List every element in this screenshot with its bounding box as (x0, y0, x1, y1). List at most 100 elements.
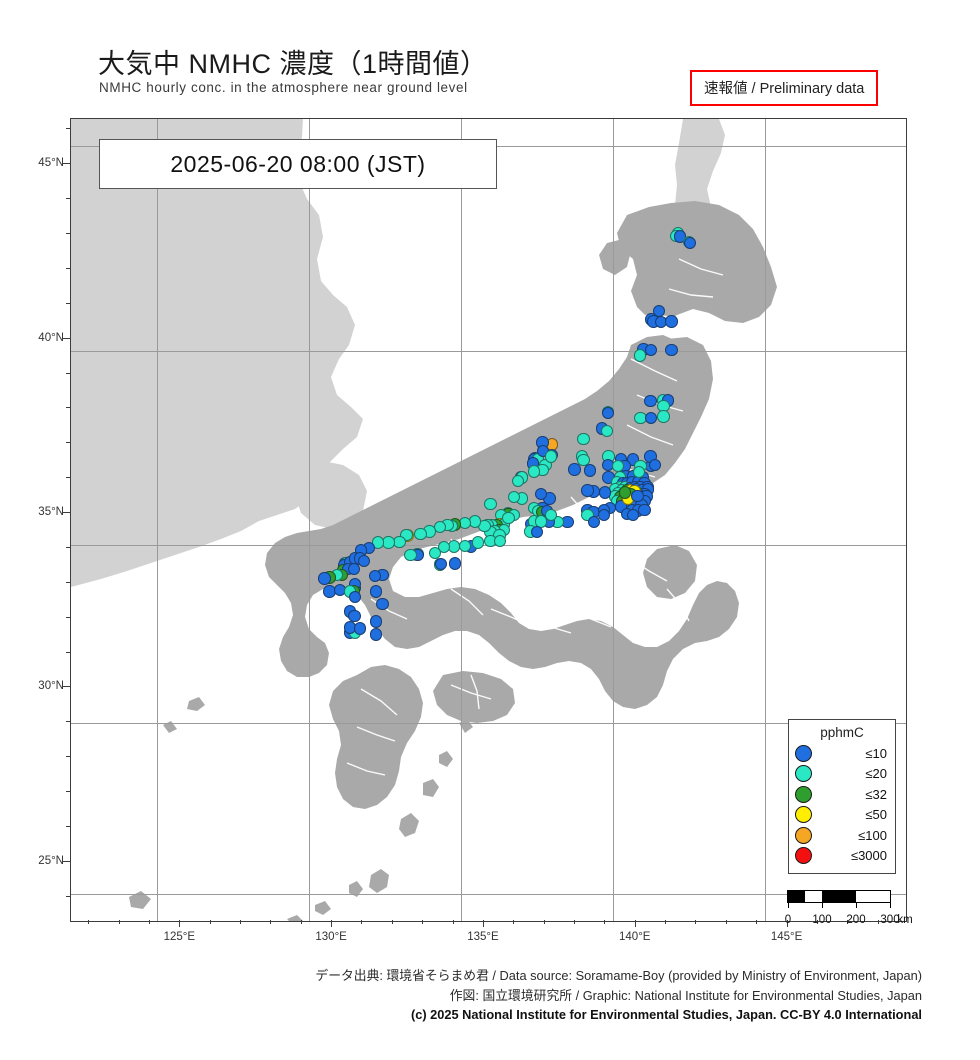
timestamp-box: 2025-06-20 08:00 (JST) (99, 139, 497, 189)
y-major-tick (63, 163, 70, 165)
y-major-tick (63, 512, 70, 514)
station-point (544, 450, 558, 463)
scale-bar-segment (805, 891, 822, 902)
station-point (393, 535, 406, 549)
gridline-lon-145 (765, 119, 766, 921)
x-minor-tick (604, 920, 606, 924)
x-minor-tick (422, 920, 424, 924)
station-point (588, 515, 601, 529)
legend-item[interactable]: ≤32 (795, 784, 889, 805)
station-point (648, 459, 662, 472)
station-point (619, 486, 632, 499)
footer: データ出典: 環境省そらまめ君 / Data source: Soramame-… (0, 966, 980, 1025)
station-point (577, 453, 590, 467)
station-point (684, 236, 697, 249)
scale-bar: 0 100 200 300 km (784, 890, 917, 928)
station-point (544, 508, 558, 521)
station-point (597, 508, 611, 521)
x-minor-tick (391, 920, 393, 924)
scale-bar-tick-label: 0 (784, 914, 792, 926)
legend-swatch-icon (795, 826, 812, 844)
station-point (414, 528, 427, 541)
station-point (357, 554, 371, 568)
y-major-tick (63, 860, 70, 862)
station-point (534, 487, 548, 500)
legend-title: pphmC (820, 725, 864, 740)
legend-item[interactable]: ≤50 (795, 805, 889, 826)
station-point (568, 463, 581, 476)
y-minor-tick (66, 651, 70, 653)
scale-bar-labels: 0 100 200 300 km (784, 914, 917, 928)
y-major-tick (63, 337, 70, 339)
station-point (347, 562, 360, 576)
footer-graphic-credit: 作図: 国立環境研究所 / Graphic: National Institut… (449, 987, 922, 1003)
station-point (581, 484, 594, 497)
scale-bar-tick (822, 903, 823, 908)
legend-item[interactable]: ≤100 (795, 825, 889, 846)
scale-bar-tick (856, 903, 857, 908)
preliminary-data-badge: 速報値 / Preliminary data (690, 70, 879, 106)
station-point (598, 486, 612, 499)
station-point (527, 465, 541, 478)
y-minor-tick (66, 128, 70, 130)
y-minor-tick (66, 477, 70, 479)
x-minor-tick (270, 920, 272, 924)
x-minor-tick (574, 920, 576, 924)
legend-item-label: ≤10 (865, 745, 887, 761)
x-axis-label: 125°E (163, 931, 196, 943)
station-point (502, 512, 515, 525)
station-point (484, 498, 497, 511)
scale-bar-segment (822, 891, 856, 902)
station-point (583, 464, 596, 477)
station-point (600, 424, 614, 438)
scale-bar-segment (856, 891, 890, 902)
x-minor-tick (300, 920, 302, 924)
x-major-tick (331, 920, 333, 927)
station-point (370, 585, 383, 598)
legend-item[interactable]: ≤20 (795, 764, 889, 785)
y-major-tick (63, 686, 70, 688)
y-minor-tick (66, 895, 70, 897)
legend-item-label: ≤20 (865, 766, 887, 782)
station-point (353, 622, 367, 635)
scale-bar-unit: km (897, 914, 913, 926)
x-axis-label: 140°E (619, 931, 651, 943)
station-point (577, 432, 590, 446)
y-minor-tick (66, 302, 70, 304)
x-minor-tick (725, 920, 727, 924)
y-minor-tick (66, 546, 70, 548)
x-major-tick (482, 920, 484, 927)
station-point (657, 410, 670, 423)
footer-copyright: (c) 2025 National Institute for Environm… (410, 1007, 922, 1022)
station-point (633, 349, 646, 362)
y-minor-tick (66, 721, 70, 723)
x-axis-label: 135°E (467, 931, 499, 943)
scale-bar-segments (787, 890, 891, 903)
station-point (318, 572, 331, 585)
y-minor-tick (66, 616, 70, 618)
station-point (472, 536, 485, 549)
station-point (448, 557, 462, 570)
x-minor-tick (209, 920, 211, 924)
station-point (601, 406, 615, 420)
station-point (493, 535, 507, 548)
y-axis-label: 25°N (38, 854, 64, 867)
legend-item[interactable]: ≤3000 (795, 846, 889, 867)
station-point (638, 503, 651, 517)
y-axis-label: 30°N (38, 680, 64, 693)
scale-bar-tick (788, 903, 789, 908)
x-major-tick (634, 920, 636, 927)
map-plot-area[interactable] (70, 118, 907, 922)
gridline-lat-30 (71, 723, 906, 724)
legend-item[interactable]: ≤10 (795, 743, 889, 764)
station-point (665, 315, 678, 328)
page-subtitle-english: NMHC hourly conc. in the atmosphere near… (99, 80, 468, 95)
station-point (370, 628, 383, 641)
station-point (507, 491, 520, 504)
x-major-tick (786, 920, 788, 927)
x-axis-label: 130°E (315, 931, 347, 943)
x-minor-tick (148, 920, 150, 924)
y-minor-tick (66, 825, 70, 827)
station-point (631, 489, 644, 503)
x-minor-tick (877, 920, 879, 924)
